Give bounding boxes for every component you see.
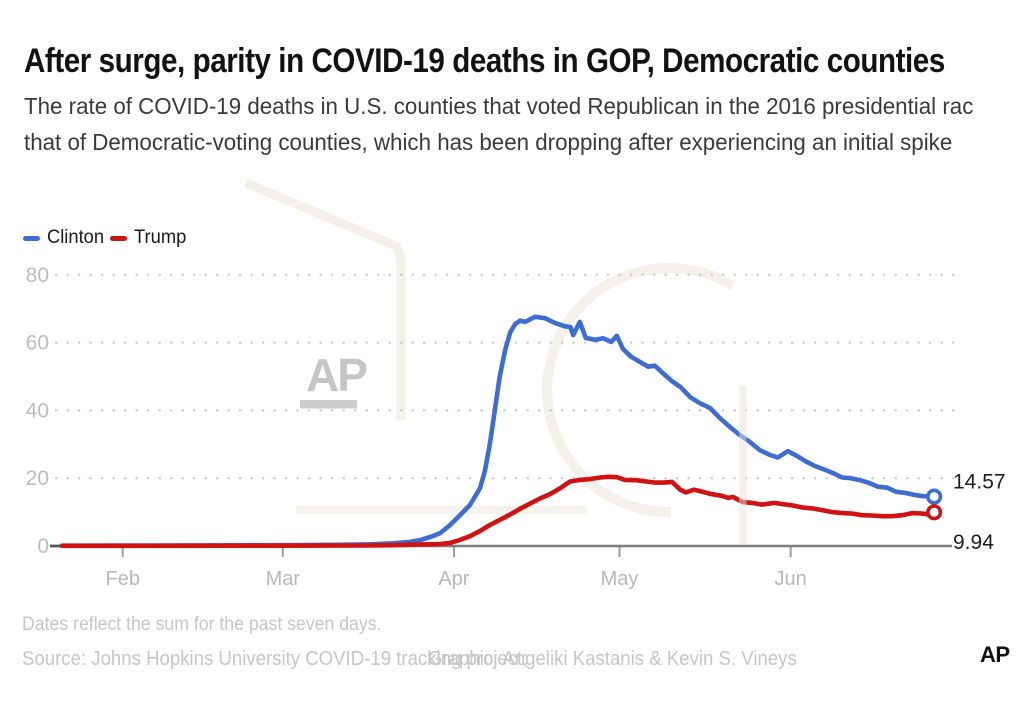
clinton-legend-label: Clinton (47, 226, 105, 248)
ap-watermark-text: AP (306, 349, 367, 401)
x-axis-label-Feb: Feb (105, 568, 139, 590)
chart-content: 0 20 40 60 80 Feb Mar Apr May Jun 14.57 9.94 (26, 264, 1006, 590)
page-title: After surge, parity in COVID-19 deaths i… (24, 42, 1024, 81)
trump-line (59, 474, 937, 549)
ap-logo-text: AP (980, 642, 1010, 667)
chart-footnote: Dates reflect the sum for the past seven… (22, 614, 409, 636)
x-axis-label-Apr: Apr (438, 568, 469, 590)
ap-logo: AP (980, 644, 1010, 666)
y-axis-label-20: 20 (26, 467, 49, 490)
ap-watermark-bar (300, 400, 357, 409)
subtitle-line-1: The rate of COVID-19 deaths in U.S. coun… (24, 93, 974, 119)
clinton-legend-dash-icon (23, 236, 40, 241)
trump-legend-label: Trump (133, 226, 186, 248)
subtitle-line-2: that of Democratic-voting counties, whic… (24, 129, 953, 155)
source-credit-line: Source: Johns Hopkins University COVID-1… (0, 648, 1024, 674)
chart-footnote-text: Dates reflect the sum for the past seven… (22, 614, 382, 635)
credit-text: Graphic: Angeliki Kastanis & Kevin S. Vi… (428, 648, 797, 670)
page-title-text: After surge, parity in COVID-19 deaths i… (24, 42, 945, 80)
y-axis-label-0: 0 (37, 535, 49, 558)
background-watermark-over (739, 386, 747, 544)
watermark-arc-shape (542, 263, 736, 518)
x-axis-label-Jun: Jun (775, 568, 807, 590)
clinton-end-marker (926, 488, 943, 505)
trump-legend-dash-icon (109, 236, 127, 241)
trump-end-value-label: 9.94 (953, 531, 994, 554)
source-text: Source: Johns Hopkins University COVID-1… (22, 648, 528, 670)
trump-end-marker (926, 504, 943, 521)
chart-legend: Clinton Trump (23, 226, 191, 249)
page-subtitle: The rate of COVID-19 deaths in U.S. coun… (24, 88, 1023, 160)
clinton-line (59, 314, 937, 549)
background-watermark-under: AP (244, 178, 736, 518)
y-axis-label-60: 60 (26, 332, 49, 355)
x-axis-label-May: May (601, 568, 639, 590)
watermark-vertical-line (739, 386, 747, 544)
y-axis-label-80: 80 (26, 264, 49, 287)
clinton-end-value-label: 14.57 (953, 471, 1006, 494)
y-axis-label-40: 40 (26, 399, 49, 422)
watermark-band-shape (296, 506, 586, 514)
watermark-angle-shape (244, 178, 406, 420)
x-axis-label-Mar: Mar (266, 568, 301, 590)
